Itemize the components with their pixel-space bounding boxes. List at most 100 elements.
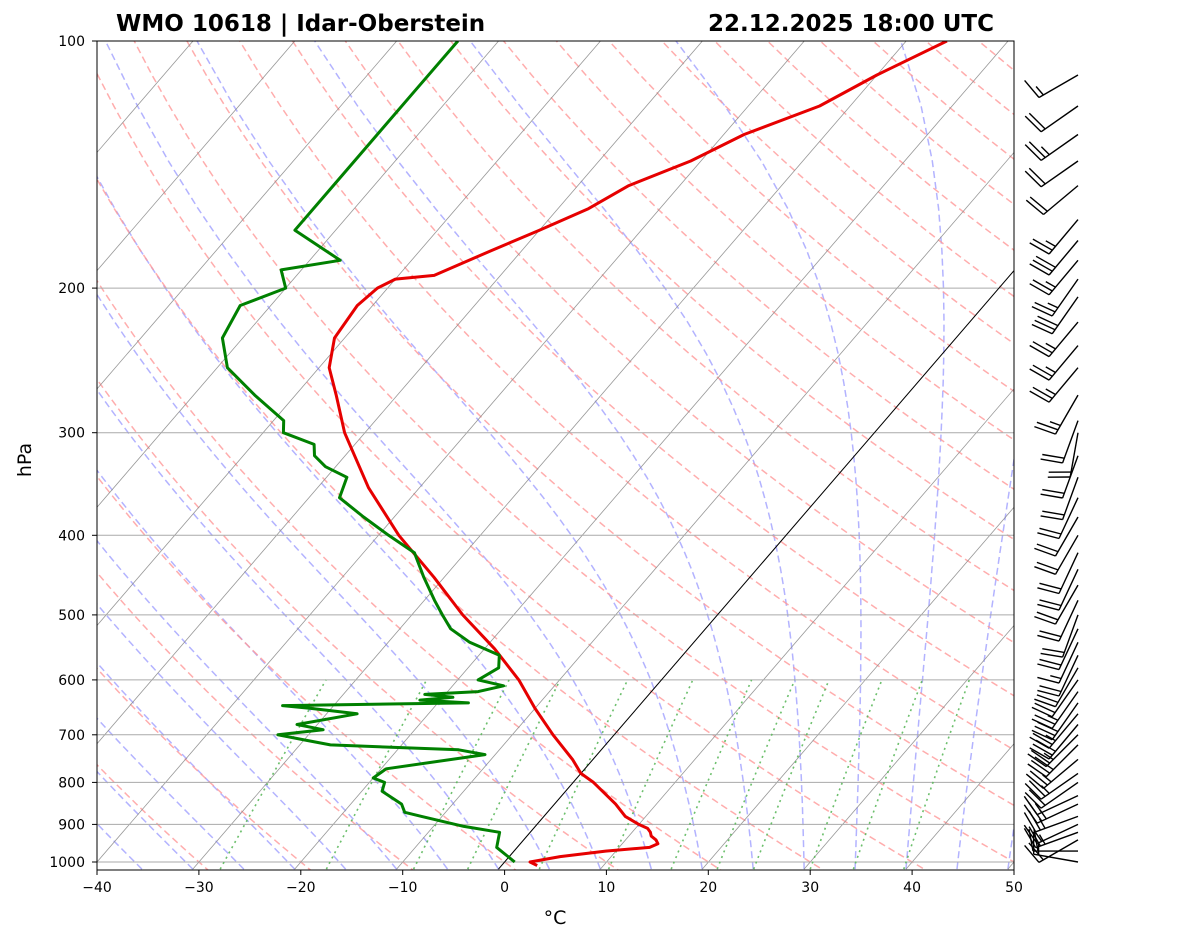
dry-adiabat-line xyxy=(344,41,1014,644)
y-tick-label: 800 xyxy=(58,775,85,791)
wind-barb-full-flag xyxy=(1039,658,1062,666)
y-tick-label: 300 xyxy=(58,426,85,442)
wind-barb-full-flag xyxy=(1025,773,1044,789)
wind-barb-staff xyxy=(1058,655,1079,697)
wind-barb-full-flag xyxy=(1037,587,1060,595)
x-tick-label: 0 xyxy=(500,880,509,896)
wind-barb-half-flag xyxy=(1045,388,1056,396)
wind-barb-full-flag xyxy=(1028,141,1046,158)
wind-barb-full-flag xyxy=(1037,634,1060,642)
wind-barb xyxy=(1031,679,1079,718)
moist-adiabat-line xyxy=(675,41,862,870)
moist-adiabat-line xyxy=(900,41,945,870)
wind-barb-staff xyxy=(1051,702,1079,741)
wind-barb-full-flag xyxy=(1040,652,1063,658)
wind-barb-full-flag xyxy=(1024,783,1042,800)
dry-adiabat-line xyxy=(555,41,1014,441)
wind-barb-full-flag xyxy=(1037,603,1060,611)
wind-barb xyxy=(1029,219,1079,255)
wind-barb xyxy=(1034,516,1079,557)
wind-barb-full-flag xyxy=(1023,804,1038,824)
y-tick-label: 400 xyxy=(58,528,85,544)
isotherm-line xyxy=(97,41,805,863)
wind-barbs xyxy=(1023,74,1079,864)
y-tick-label: 200 xyxy=(58,281,85,297)
wind-barb-half-flag xyxy=(1045,280,1056,288)
wind-barb-staff xyxy=(1058,552,1079,594)
wind-barb-staff xyxy=(1048,219,1079,255)
wind-barb-full-flag xyxy=(1032,743,1053,756)
wind-barb-full-flag xyxy=(1037,689,1060,697)
x-tick-label: 10 xyxy=(597,880,615,896)
dry-adiabat-line xyxy=(819,41,1014,206)
dry-adiabat-line xyxy=(97,279,723,870)
mixing-ratio-line xyxy=(538,679,629,870)
moist-adiabat-lines xyxy=(97,41,1014,870)
isotherm-line xyxy=(803,624,1014,870)
wind-barb-half-flag xyxy=(1045,366,1056,374)
wind-barb xyxy=(1037,642,1079,684)
wind-barb-full-flag xyxy=(1040,515,1063,521)
wind-barb-staff xyxy=(1058,600,1079,642)
wind-barb-full-flag xyxy=(1034,425,1056,435)
wind-barb-staff xyxy=(1069,432,1079,478)
wind-barb-staff xyxy=(1051,296,1079,335)
zero-isotherm-line xyxy=(498,269,1014,870)
wind-barb-full-flag xyxy=(1034,547,1056,557)
dry-adiabat-line xyxy=(978,41,1014,72)
wind-barb-half-flag xyxy=(1034,831,1043,842)
moist-adiabat-line xyxy=(97,293,551,870)
wind-barb-full-flag xyxy=(1029,263,1050,276)
wind-barb xyxy=(1031,691,1079,730)
wind-barb-staff xyxy=(1040,160,1079,188)
moist-adiabat-line xyxy=(97,661,296,870)
wind-barb-full-flag xyxy=(1036,543,1059,553)
y-tick-label: 500 xyxy=(58,608,85,624)
wind-barb xyxy=(1029,321,1079,358)
wind-barb-half-flag xyxy=(1034,802,1043,813)
wind-barb-full-flag xyxy=(1029,242,1050,255)
wind-barb-full-flag xyxy=(1034,714,1056,725)
isotherm-line xyxy=(701,506,1014,870)
chart-title-station: WMO 10618 | Idar-Oberstein xyxy=(116,11,485,37)
wind-barb-staff xyxy=(1061,420,1079,464)
wind-barb xyxy=(1025,758,1079,789)
y-tick-label: 600 xyxy=(58,673,85,689)
wind-barb xyxy=(1037,655,1079,697)
wind-barb-full-flag xyxy=(1031,729,1053,741)
wind-barb-full-flag xyxy=(1028,780,1046,797)
dry-adiabat-line xyxy=(133,41,1014,863)
wind-barb-full-flag xyxy=(1037,532,1060,540)
x-tick-label: −40 xyxy=(82,880,112,896)
dry-adiabat-line xyxy=(872,41,1014,161)
isotherm-line xyxy=(498,270,1014,870)
mixing-ratio-line xyxy=(607,679,694,870)
wind-barb-staff xyxy=(1048,240,1079,276)
wind-barb-full-flag xyxy=(1024,170,1042,188)
wind-barb-full-flag xyxy=(1039,599,1062,607)
isotherm-line xyxy=(97,41,296,272)
moist-adiabat-line xyxy=(956,454,1014,870)
wind-barb-full-flag xyxy=(1024,115,1042,133)
wind-barb xyxy=(1040,614,1079,658)
wind-barb xyxy=(1037,552,1079,595)
wind-barb-full-flag xyxy=(1028,842,1044,861)
dry-adiabat-line xyxy=(397,41,1014,592)
zero-isotherm-group xyxy=(498,269,1014,870)
dry-adiabat-line xyxy=(186,41,1014,807)
wind-barb-staff xyxy=(1038,839,1079,864)
y-axis-ticks: 100 200 300 400 500 600 700 800 900 1000 xyxy=(49,34,97,871)
y-axis-label: hPa xyxy=(14,443,36,477)
wind-barb-full-flag xyxy=(1032,364,1053,377)
y-tick-label: 900 xyxy=(58,817,85,833)
mixing-ratio-line xyxy=(716,679,796,870)
wind-barb-staff xyxy=(1036,794,1079,816)
wind-barb-full-flag xyxy=(1036,694,1059,704)
wind-barb-full-flag xyxy=(1039,527,1062,535)
isotherm-lines xyxy=(97,41,1014,870)
wind-barb-full-flag xyxy=(1039,685,1062,693)
mixing-ratio-line xyxy=(809,679,883,870)
wind-barb xyxy=(1029,259,1079,296)
wind-barb-staff xyxy=(1054,667,1079,708)
wind-barb xyxy=(1024,772,1079,800)
